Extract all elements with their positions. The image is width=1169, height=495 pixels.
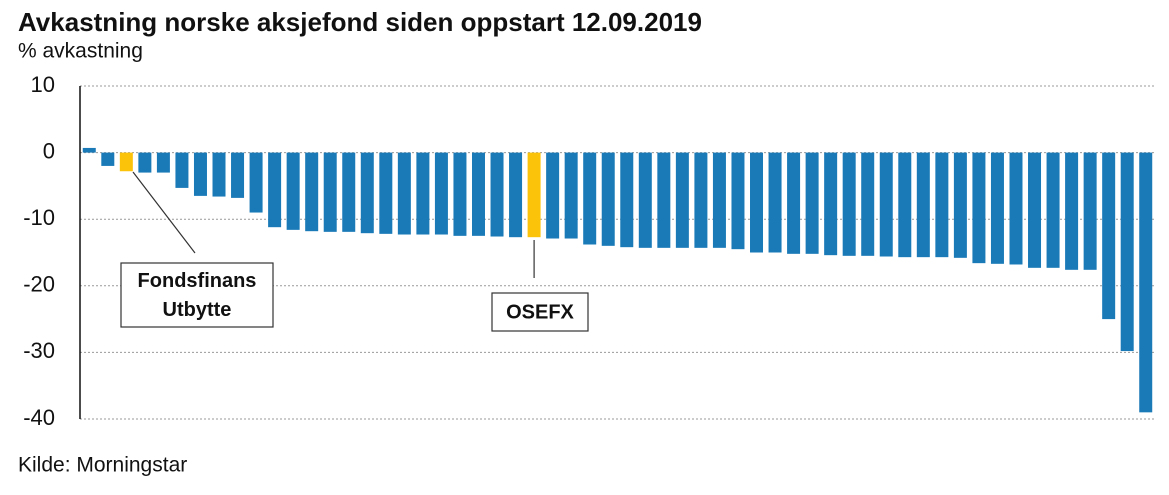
annotation-box <box>491 292 589 332</box>
y-tick-label: -40 <box>23 405 55 430</box>
bar <box>805 152 819 254</box>
bar <box>453 152 467 236</box>
bar <box>731 152 745 250</box>
annotation-box <box>120 262 274 328</box>
bar <box>268 152 282 228</box>
bar <box>1120 152 1134 352</box>
source: Kilde: Morningstar <box>18 454 187 477</box>
bar <box>527 152 541 238</box>
bar <box>990 152 1004 264</box>
bar <box>119 152 133 172</box>
bar <box>249 152 263 213</box>
y-tick-label: -20 <box>23 272 55 297</box>
bar <box>935 152 949 258</box>
bar <box>546 152 560 239</box>
bar <box>564 152 578 239</box>
bar <box>694 152 708 248</box>
bar <box>490 152 504 237</box>
bar <box>1009 152 1023 265</box>
bar <box>916 152 930 258</box>
bar <box>138 152 152 173</box>
bar <box>397 152 411 235</box>
bar <box>342 152 356 232</box>
bar <box>360 152 374 234</box>
y-axis-label: % avkastning <box>18 40 143 63</box>
bar <box>583 152 597 245</box>
chart-title: Avkastning norske aksjefond siden oppsta… <box>18 7 702 37</box>
bar <box>434 152 448 235</box>
bar <box>101 152 115 166</box>
bar <box>1065 152 1079 270</box>
bar <box>620 152 634 248</box>
bar <box>1046 152 1060 268</box>
bar <box>323 152 337 232</box>
bar <box>675 152 689 248</box>
bar <box>750 152 764 253</box>
bar <box>416 152 430 235</box>
bar <box>953 152 967 258</box>
bar <box>972 152 986 264</box>
bar <box>601 152 615 246</box>
bar <box>657 152 671 248</box>
y-tick-label: 0 <box>43 138 55 163</box>
bar <box>193 152 207 196</box>
bar <box>471 152 485 236</box>
annotation-connector <box>132 171 196 254</box>
bar <box>787 152 801 254</box>
bar <box>212 152 226 197</box>
bar <box>1028 152 1042 268</box>
bar <box>712 152 726 248</box>
bar <box>82 147 96 153</box>
bar <box>842 152 856 256</box>
bar <box>379 152 393 234</box>
bar <box>175 152 189 188</box>
bar <box>1139 152 1153 413</box>
bar <box>1102 152 1116 320</box>
bar <box>286 152 300 230</box>
bar <box>1083 152 1097 270</box>
bar <box>305 152 319 232</box>
bar <box>824 152 838 256</box>
bar <box>898 152 912 258</box>
bar <box>879 152 893 257</box>
annotation-text: Utbytte <box>163 299 232 321</box>
annotation-text: OSEFX <box>506 301 574 323</box>
bar <box>768 152 782 253</box>
bar <box>231 152 245 198</box>
y-tick-label: -30 <box>23 338 55 363</box>
bar <box>861 152 875 256</box>
bar <box>638 152 652 248</box>
annotation-text: Fondsfinans <box>138 270 257 292</box>
bar <box>509 152 523 238</box>
bar <box>156 152 170 173</box>
y-tick-label: 10 <box>31 72 55 97</box>
y-tick-label: -10 <box>23 205 55 230</box>
